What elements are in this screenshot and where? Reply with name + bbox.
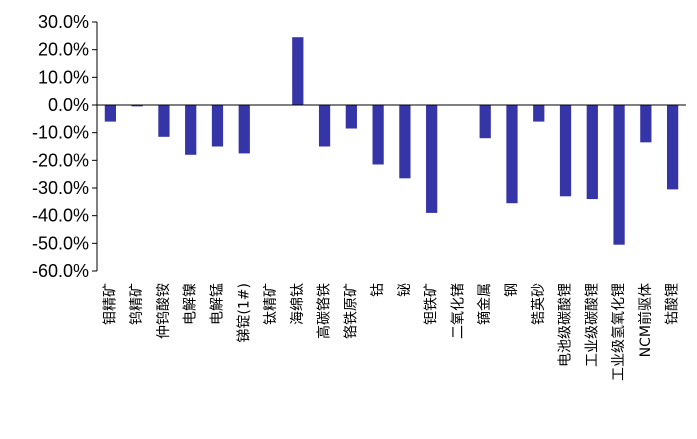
bar [506,105,518,204]
x-tick-label: 钴酸锂 [665,283,681,325]
y-tick-label: -10.0% [32,123,89,143]
bar [559,105,572,197]
x-tick-label: 电池级碳酸锂 [558,283,574,367]
y-tick-label: -30.0% [32,178,89,198]
x-tick-label: 工业级氢氧化锂 [611,283,627,381]
bar [345,105,357,129]
x-tick-label: 电解镍 [183,283,199,325]
bar [158,105,170,137]
bar [292,37,304,105]
bar [666,105,679,190]
x-tick-label: 海绵钛 [289,283,306,325]
x-tick-label: 锆英砂 [530,283,547,325]
bar [131,105,143,107]
y-tick-label: -50.0% [32,233,89,253]
x-tick-label: NCM前驱体 [637,283,654,357]
bar [318,105,331,147]
y-tick-label: 20.0% [38,40,89,60]
y-axis: 30.0% 20.0% 10.0% 0.0% -10.0% -20.0% -30.0% -40… [32,12,98,281]
y-tick-label: -60.0% [32,261,89,281]
y-tick-label: -40.0% [32,206,89,226]
bar [211,105,224,147]
bar [104,105,117,122]
bar [479,105,491,139]
x-tick-label: 工业级碳酸锂 [584,283,600,367]
x-tick-label: 铋 [397,283,413,297]
bar [640,105,652,143]
bar [533,105,545,122]
x-tick-label: 高碳铬铁 [316,283,333,339]
bar [586,105,598,200]
bars [104,37,679,245]
x-tick-label: 仲钨酸铵 [156,283,172,339]
bar [238,105,250,154]
x-tick-label: 镝金属 [476,283,493,325]
x-tick-label: 铬铁原矿 [343,283,359,339]
y-tick-label: 0.0% [48,95,89,115]
bar [613,105,625,245]
bar [426,105,438,213]
y-tick-label: 30.0% [38,12,89,32]
x-tick-label: 锑锭(1#) [236,283,252,343]
x-tick-label: 钨精矿 [129,283,145,325]
x-tick-label: 电解锰 [209,283,225,325]
bar [372,105,384,165]
x-tick-label: 钢 [504,283,520,297]
x-tick-label: 钽铁矿 [424,283,440,325]
bar [399,105,411,179]
x-tick-label: 钼精矿 [102,283,118,325]
x-tick-label: 二氧化锗 [450,283,466,339]
y-tick-label: -20.0% [32,150,89,170]
x-tick-label: 钴 [370,283,386,297]
bar [185,105,197,155]
x-labels: 钼精矿 钨精矿 仲钨酸铵 电解镍 电解锰 锑锭(1#) 钛精矿 海绵钛 高碳铬铁 铬铁原矿钴铋钽铁… [102,283,680,381]
y-tick-label: 10.0% [38,67,89,87]
x-tick-label: 钛精矿 [263,283,279,325]
